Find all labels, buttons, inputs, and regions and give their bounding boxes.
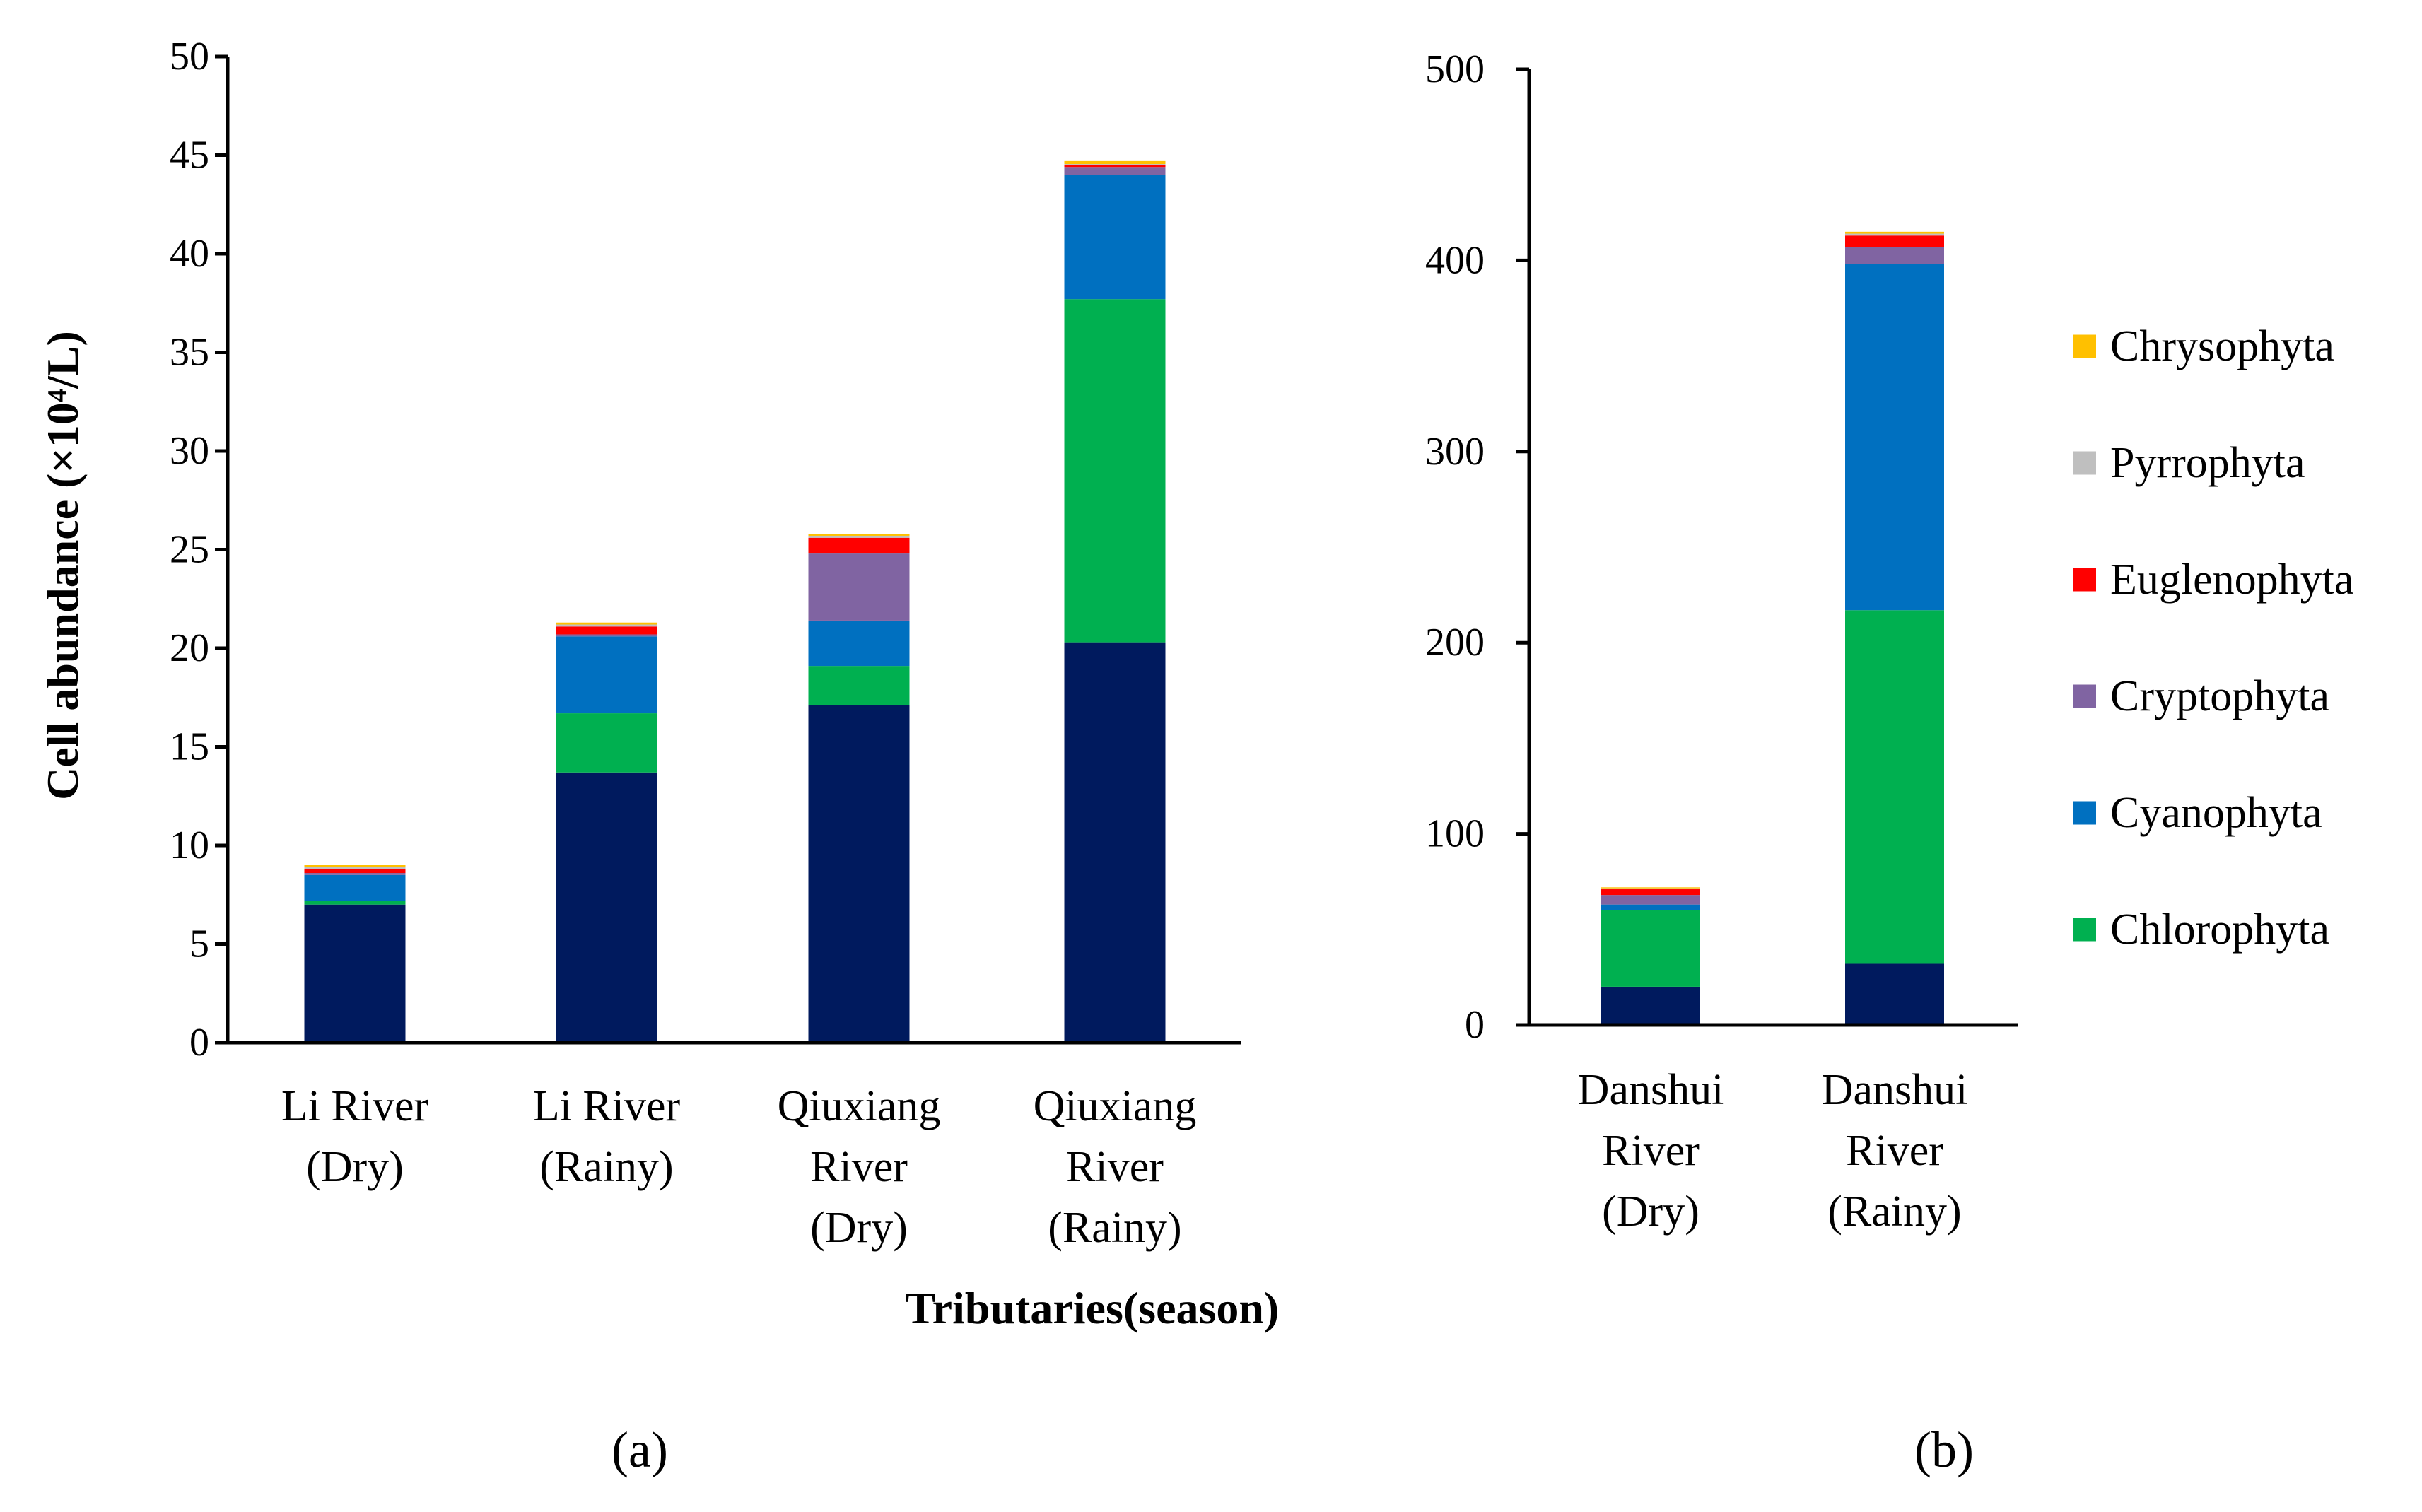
bar-segment-cyanophyta xyxy=(1845,264,1944,611)
y-tick-label: 40 xyxy=(170,232,209,276)
bar-segment-bacillariophyta xyxy=(304,904,406,1043)
bar-segment-bacillariophyta xyxy=(1601,986,1700,1025)
bar-segment-bacillariophyta xyxy=(808,705,910,1043)
bar-segment-chrysophyta xyxy=(1064,160,1166,165)
bar-segment-cyanophyta xyxy=(1064,175,1166,300)
y-tick-label: 25 xyxy=(170,528,209,572)
legend-swatch-euglenophyta xyxy=(2073,568,2096,592)
legend-swatch-chlorophyta xyxy=(2073,918,2096,942)
legend-label-chrysophyta: Chrysophyta xyxy=(2110,322,2334,370)
category-label: Qiuxiang xyxy=(1034,1082,1197,1130)
panel-label: (b) xyxy=(1914,1422,1974,1478)
y-tick-label: 10 xyxy=(170,824,209,867)
bar-segment-bacillariophyta xyxy=(1064,642,1166,1043)
bar-segment-cyanophyta xyxy=(1601,904,1700,910)
y-tick-label: 20 xyxy=(170,626,209,670)
bar-segment-chrysophyta xyxy=(304,865,406,867)
bar-segment-chlorophyta xyxy=(1601,910,1700,987)
panel-label: (a) xyxy=(612,1422,668,1478)
bar-segment-chlorophyta xyxy=(1064,299,1166,643)
category-label: (Rainy) xyxy=(1827,1188,1961,1236)
bar-segment-cryptophyta xyxy=(1064,167,1166,175)
y-tick-label: 15 xyxy=(170,725,209,769)
category-label: Danshui xyxy=(1822,1066,1968,1114)
y-axis-title: Cell abundance (×10⁴/L) xyxy=(37,331,88,800)
bar-segment-euglenophyta xyxy=(808,537,910,554)
legend-swatch-cyanophyta xyxy=(2073,801,2096,825)
category-label: (Dry) xyxy=(1602,1188,1700,1236)
bar-segment-euglenophyta xyxy=(1601,889,1700,896)
x-axis-title: Tributaries(season) xyxy=(906,1283,1280,1333)
legend-label-euglenophyta: Euglenophyta xyxy=(2110,556,2353,604)
y-tick-label: 50 xyxy=(170,35,209,78)
bar-segment-chlorophyta xyxy=(1845,610,1944,964)
legend: Chrysophyta Pyrrophyta Euglenophyta Cryptop… xyxy=(2073,322,2353,954)
bar-segment-chrysophyta xyxy=(556,622,657,625)
bar-segment-euglenophyta xyxy=(556,626,657,635)
y-tick-label: 45 xyxy=(170,134,209,177)
bar-segment-chrysophyta xyxy=(1601,887,1700,889)
y-tick-label: 400 xyxy=(1425,238,1485,282)
bar-segment-chlorophyta xyxy=(808,666,910,705)
category-label: River xyxy=(810,1143,908,1191)
y-tick-label: 30 xyxy=(170,429,209,473)
bar-segment-chrysophyta xyxy=(1845,231,1944,234)
y-tick-label: 0 xyxy=(1465,1003,1485,1047)
y-tick-label: 0 xyxy=(189,1021,209,1065)
bar-segment-cryptophyta xyxy=(304,873,406,875)
y-tick-label: 100 xyxy=(1425,812,1485,856)
legend-swatch-chrysophyta xyxy=(2073,334,2096,358)
category-label: River xyxy=(1066,1143,1164,1191)
bar-segment-pyrrophyta xyxy=(556,624,657,627)
legend-swatch-cryptophyta xyxy=(2073,684,2096,708)
bar-segment-cyanophyta xyxy=(808,620,910,667)
category-label: Li River xyxy=(281,1082,429,1130)
bar-segment-pyrrophyta xyxy=(1064,164,1166,165)
bar-segment-chlorophyta xyxy=(556,713,657,773)
bar-segment-cyanophyta xyxy=(556,636,657,714)
legend-label-pyrrophyta: Pyrrophyta xyxy=(2110,439,2305,487)
bar-segment-pyrrophyta xyxy=(304,867,406,869)
category-label: (Dry) xyxy=(306,1143,404,1191)
bar-segment-cryptophyta xyxy=(808,553,910,621)
y-tick-label: 300 xyxy=(1425,430,1485,474)
legend-label-cryptophyta: Cryptophyta xyxy=(2110,672,2329,720)
panel-a-chart: 0 5 10 15 20 25 30 35 40 45 50 Li River (Dry) Li Rive… xyxy=(37,35,1279,1478)
category-label: (Rainy) xyxy=(1048,1204,1181,1252)
bar-segment-cryptophyta xyxy=(556,634,657,637)
bar-segment-chlorophyta xyxy=(304,901,406,905)
bar-segment-euglenophyta xyxy=(1845,235,1944,247)
category-label: River xyxy=(1846,1127,1943,1175)
bar-segment-pyrrophyta xyxy=(1845,233,1944,236)
bar-segment-cryptophyta xyxy=(1845,247,1944,264)
bar-segment-euglenophyta xyxy=(304,869,406,874)
y-tick-label: 5 xyxy=(189,922,209,966)
y-tick-label: 35 xyxy=(170,331,209,375)
category-label: Qiuxiang xyxy=(778,1082,941,1130)
category-label: River xyxy=(1602,1127,1700,1175)
legend-label-chlorophyta: Chlorophyta xyxy=(2110,906,2329,954)
bar-segment-cryptophyta xyxy=(1601,895,1700,905)
bar-segment-pyrrophyta xyxy=(808,535,910,538)
bar-segment-cyanophyta xyxy=(304,874,406,901)
y-tick-label: 200 xyxy=(1425,621,1485,664)
y-tick-label: 500 xyxy=(1425,47,1485,91)
bar-segment-euglenophyta xyxy=(1064,165,1166,168)
category-label: (Dry) xyxy=(810,1204,908,1252)
legend-swatch-pyrrophyta xyxy=(2073,451,2096,475)
category-label: Danshui xyxy=(1578,1066,1724,1114)
bar-segment-bacillariophyta xyxy=(1845,963,1944,1025)
legend-label-cyanophyta: Cyanophyta xyxy=(2110,789,2322,837)
bar-segment-chrysophyta xyxy=(808,534,910,536)
category-label: (Rainy) xyxy=(539,1143,673,1191)
panel-b-chart: 0 100 200 300 400 500 Danshui River (Dry) Danshui… xyxy=(1425,47,2018,1478)
category-label: Li River xyxy=(533,1082,681,1130)
bar-segment-bacillariophyta xyxy=(556,772,657,1043)
